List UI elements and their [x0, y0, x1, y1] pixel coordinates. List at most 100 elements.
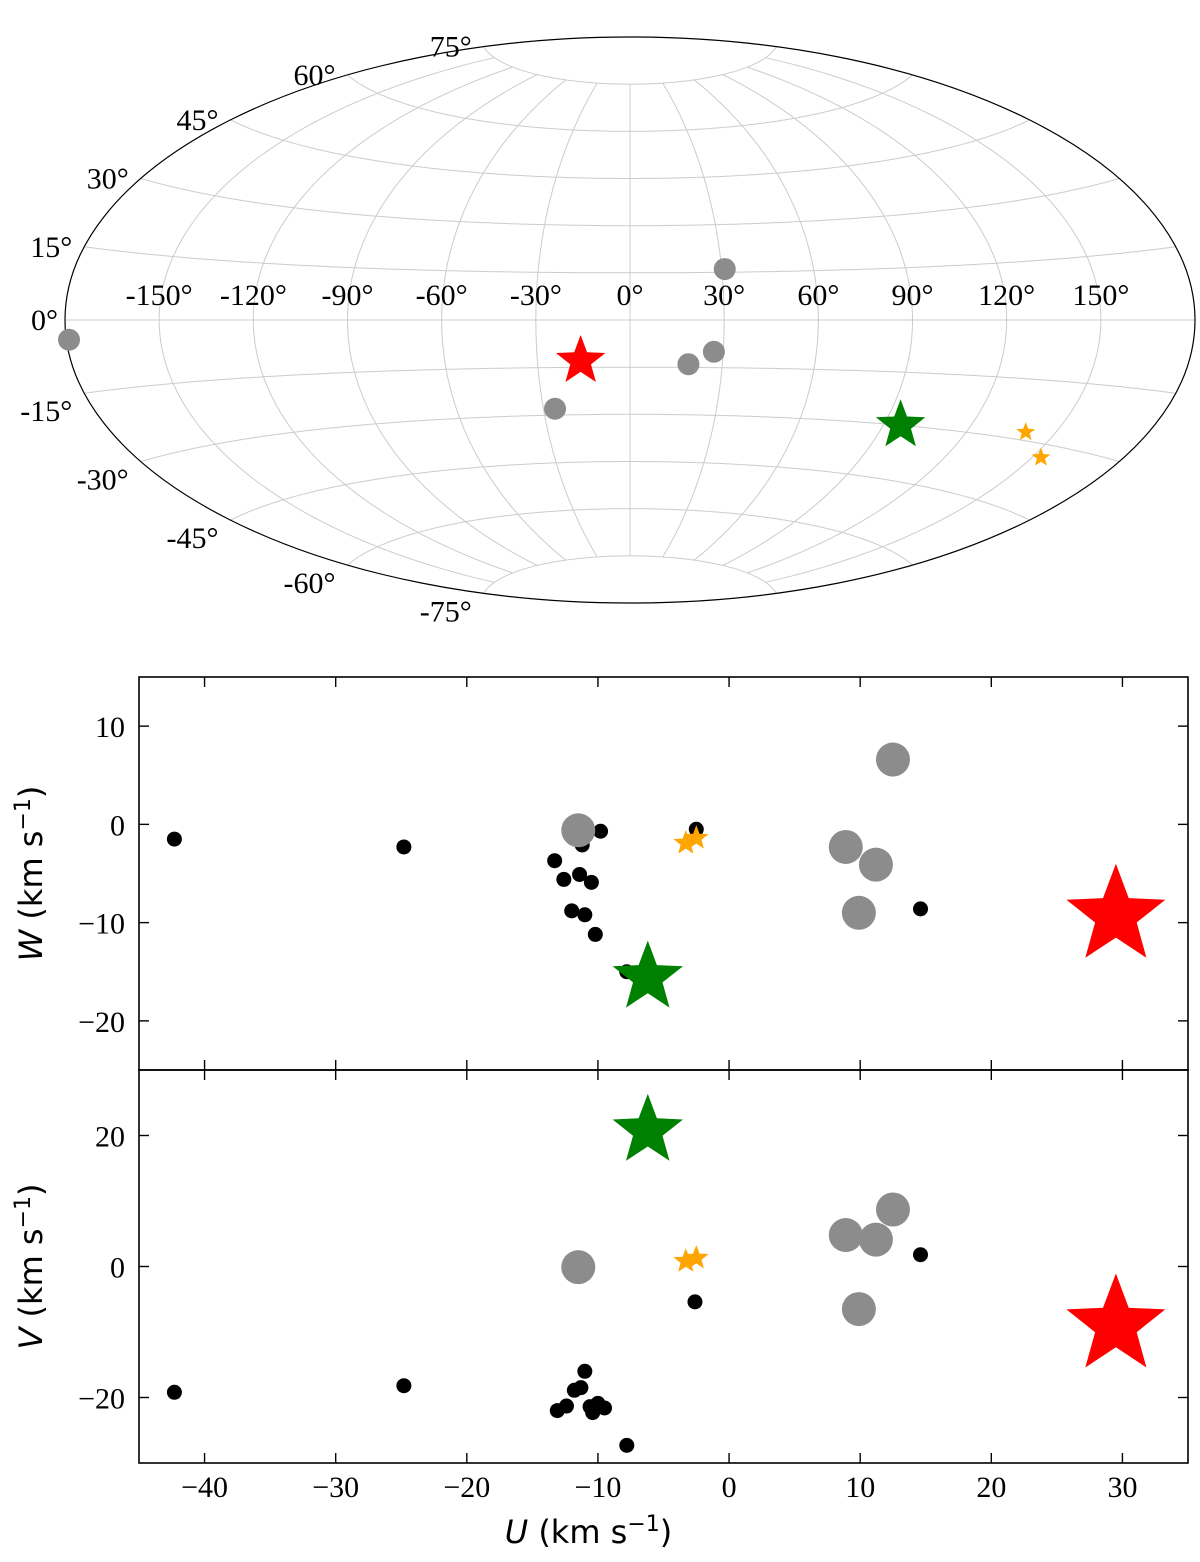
- data-point: [561, 813, 596, 848]
- data-points: [166, 742, 1166, 1008]
- data-point: [583, 874, 599, 890]
- series-green-star: [612, 1093, 683, 1161]
- lon-tick-label: 150°: [1072, 279, 1129, 312]
- series-gray-circles: [561, 742, 910, 930]
- data-point: [913, 1247, 929, 1263]
- sky-series: [58, 258, 736, 420]
- data-point: [683, 825, 709, 849]
- series-red-star: [1066, 863, 1166, 958]
- series-red-star: [1066, 1273, 1166, 1368]
- lat-gridline: [483, 46, 777, 85]
- lon-gridline: [347, 74, 538, 566]
- data-point: [828, 1218, 863, 1253]
- data-point: [572, 866, 588, 882]
- lon-tick-label: -60°: [416, 279, 468, 312]
- y-axis-label-sup: −1: [11, 1196, 36, 1228]
- x-tick-label: −30: [312, 1471, 359, 1504]
- lat-tick-label: 30°: [87, 163, 129, 196]
- data-point: [683, 1245, 709, 1269]
- y-axis-label-unit: (km s: [12, 831, 50, 930]
- y-tick-label: 20: [95, 1121, 125, 1154]
- data-point: [561, 1250, 596, 1285]
- x-tick-label: −40: [181, 1471, 228, 1504]
- lat-tick-label: 75°: [430, 31, 472, 64]
- data-point: [913, 901, 929, 917]
- data-point: [558, 1398, 574, 1414]
- data-point: [841, 895, 876, 930]
- data-point: [596, 1400, 612, 1416]
- data-point: [858, 847, 893, 882]
- lon-tick-label: -30°: [510, 279, 562, 312]
- x-axis-label-unit: (km s: [528, 1513, 627, 1551]
- y-tick-label: 0: [110, 809, 125, 842]
- data-point: [619, 1437, 635, 1453]
- lon-tick-label: 90°: [892, 279, 934, 312]
- lon-tick-label: -150°: [126, 279, 193, 312]
- sky-point: [677, 353, 700, 376]
- y-axis-label: W (km s−1): [11, 786, 50, 962]
- y-axis-label-sup: −1: [11, 798, 36, 830]
- lon-tick-label: 30°: [703, 279, 745, 312]
- sky-point: [555, 335, 606, 382]
- data-point: [587, 926, 603, 942]
- x-tick-label: −10: [574, 1471, 621, 1504]
- series-black-points: [166, 821, 929, 980]
- series-orange-stars: [673, 1245, 709, 1272]
- lon-gridline: [693, 79, 819, 561]
- data-point: [577, 907, 593, 923]
- lon-tick-labels: -150° -120° -90° -60° -30° 0° 30° 60° 90° 120° 150…: [126, 279, 1130, 312]
- axes-frame: [138, 676, 1189, 1071]
- sky-point: [1016, 422, 1036, 441]
- data-point: [673, 1248, 699, 1272]
- lon-gridline: [535, 82, 598, 558]
- y-axis-label-unit: (km s: [12, 1228, 50, 1327]
- x-tick-label: 0: [722, 1471, 737, 1504]
- data-point: [396, 1378, 412, 1394]
- data-point: [593, 823, 609, 839]
- ticks: −20 −10 0 10: [78, 677, 1188, 1070]
- sky-series: [555, 335, 606, 382]
- sky-point: [544, 397, 567, 420]
- sky-point: [702, 340, 725, 363]
- data-point: [166, 831, 182, 847]
- y-axis-label-close: ): [12, 1183, 50, 1195]
- lon-gridline: [722, 74, 913, 566]
- data-point: [166, 1384, 182, 1400]
- y-tick-label: 10: [95, 711, 125, 744]
- lon-tick-label: 120°: [978, 279, 1035, 312]
- data-point: [1066, 1273, 1166, 1368]
- sky-point: [875, 399, 926, 447]
- sky-map-aitoff: -150° -120° -90° -60° -30° 0° 30° 60° 90° 120° 150…: [20, 31, 1196, 629]
- data-point: [828, 829, 863, 864]
- lat-tick-labels: -75° -60° -45° -30° -15° 0° 15° 30° 45° 60° 75°: [20, 31, 472, 629]
- data-point: [612, 940, 683, 1008]
- sky-series: [875, 399, 926, 447]
- x-axis-label-sup: −1: [627, 1512, 659, 1537]
- data-point: [841, 1292, 876, 1327]
- x-axis-label-close: ): [660, 1513, 672, 1551]
- series-orange-stars: [673, 825, 709, 854]
- y-tick-label: 0: [110, 1252, 125, 1285]
- data-point: [396, 839, 412, 855]
- lat-tick-label: 45°: [176, 104, 218, 137]
- lon-tick-label: 60°: [797, 279, 839, 312]
- lon-gridline: [747, 66, 1008, 574]
- data-point: [577, 1363, 593, 1379]
- data-point: [673, 830, 699, 854]
- lon-tick-label: -90°: [322, 279, 374, 312]
- sky-grid: [65, 46, 1195, 594]
- x-axis-label-var: U: [505, 1513, 528, 1551]
- series-green-star: [612, 940, 683, 1008]
- y-axis-label-var: V: [12, 1326, 50, 1350]
- lon-gridline: [158, 57, 495, 583]
- lat-tick-label: -30°: [77, 464, 129, 497]
- sky-series: [1016, 422, 1051, 466]
- lat-tick-label: 0°: [31, 304, 58, 337]
- u-w-panel: −20 −10 0 10 W (km s−1): [11, 676, 1189, 1071]
- lon-tick-label: 0°: [617, 279, 644, 312]
- lon-gridline: [765, 57, 1102, 583]
- lat-tick-label: 60°: [294, 59, 336, 92]
- sky-point: [58, 328, 80, 351]
